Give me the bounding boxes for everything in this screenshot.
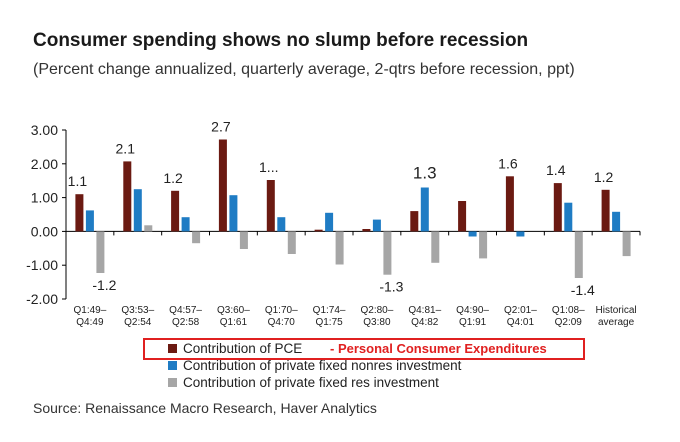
legend-item-res: Contribution of private fixed res invest…: [168, 375, 439, 390]
x-tick-label: Q4:90–: [456, 305, 489, 316]
x-tick-label: Q4:57–: [169, 305, 202, 316]
data-label: 1.1: [68, 173, 88, 189]
chart-title: Consumer spending shows no slump before …: [33, 30, 529, 51]
x-tick-label: Q2:58: [172, 317, 200, 328]
bar-pce: [410, 211, 419, 232]
y-tick-label: -2.00: [26, 291, 58, 307]
bar-nonres: [325, 212, 334, 232]
legend-label-res: Contribution of private fixed res invest…: [183, 375, 439, 390]
x-tick-label: Q4:81–: [408, 305, 441, 316]
bar-pce: [218, 139, 227, 232]
x-tick-label: Q2:09: [555, 317, 583, 328]
x-tick-label: Q4:82: [411, 317, 439, 328]
legend-item-pce: Contribution of PCE: [168, 341, 302, 356]
y-tick-label: 2.00: [31, 156, 58, 172]
bar-nonres: [85, 210, 94, 232]
data-label: 2.1: [116, 140, 136, 156]
legend-swatch-nonres: [168, 361, 177, 370]
x-tick-label: Q1:91: [459, 317, 487, 328]
pce-highlight-box: [143, 338, 585, 360]
pce-callout-text: - Personal Consumer Expenditures: [330, 341, 547, 356]
bar-pce: [75, 194, 84, 232]
bar-res: [144, 225, 153, 232]
bar-nonres: [372, 219, 381, 232]
bar-pce: [266, 180, 275, 232]
bar-res: [383, 231, 392, 275]
x-tick-label: Q3:80: [363, 317, 391, 328]
bar-res: [192, 231, 201, 244]
bar-nonres: [133, 189, 142, 232]
legend-label-pce: Contribution of PCE: [183, 341, 303, 356]
x-tick-label: Q1:49–: [74, 305, 107, 316]
x-tick-label: Q1:75: [315, 317, 343, 328]
bar-pce: [362, 229, 371, 232]
y-tick-label: 1.00: [31, 190, 58, 206]
data-label: 1.3: [413, 163, 437, 182]
x-tick-label: average: [598, 317, 635, 328]
data-label: 1.2: [163, 170, 183, 186]
bar-nonres: [181, 217, 190, 232]
bar-pce: [553, 183, 562, 232]
x-tick-label: Q2:80–: [361, 305, 394, 316]
x-tick-label: Q1:74–: [313, 305, 346, 316]
data-label: 1...: [259, 159, 278, 175]
x-tick-label: Q4:49: [76, 317, 104, 328]
bar-res: [96, 231, 105, 273]
source-note: Source: Renaissance Macro Research, Have…: [33, 400, 377, 416]
x-tick-label: Historical: [596, 305, 637, 316]
x-tick-label: Q4:70: [268, 317, 296, 328]
bar-pce: [505, 176, 514, 232]
bar-res: [431, 231, 440, 263]
bar-res: [622, 231, 631, 257]
bar-res: [287, 231, 296, 254]
bar-res: [239, 231, 248, 249]
x-tick-label: Q3:53–: [121, 305, 154, 316]
chart-subtitle: (Percent change annualized, quarterly av…: [33, 61, 575, 78]
bar-nonres: [468, 231, 477, 237]
bar-pce: [458, 201, 467, 232]
bar-res: [574, 231, 583, 278]
bar-nonres: [564, 202, 573, 232]
data-label: 1.6: [498, 155, 518, 171]
x-tick-label: Q2:01–: [504, 305, 537, 316]
data-label: -1.2: [92, 277, 116, 293]
x-tick-label: Q1:70–: [265, 305, 298, 316]
bar-nonres: [229, 195, 238, 232]
bar-pce: [123, 161, 132, 232]
data-label: 1.4: [546, 162, 566, 178]
legend-swatch-res: [168, 378, 177, 387]
bar-pce: [601, 189, 610, 232]
data-label: -1.4: [571, 282, 595, 298]
bar-nonres: [516, 231, 525, 237]
x-tick-label: Q1:08–: [552, 305, 585, 316]
data-label: 2.7: [211, 118, 231, 134]
bar-nonres: [612, 211, 621, 232]
x-tick-label: Q1:61: [220, 317, 248, 328]
legend-item-nonres: Contribution of private fixed nonres inv…: [168, 358, 461, 373]
y-tick-label: 3.00: [31, 122, 58, 138]
bar-res: [479, 231, 488, 259]
x-tick-label: Q3:60–: [217, 305, 250, 316]
y-tick-label: -1.00: [26, 257, 58, 273]
legend-swatch-pce: [168, 344, 177, 353]
bar-pce: [314, 229, 323, 232]
bar-nonres: [420, 187, 429, 232]
legend-label-nonres: Contribution of private fixed nonres inv…: [183, 358, 462, 373]
x-tick-label: Q4:01: [507, 317, 535, 328]
bar-pce: [171, 190, 180, 232]
data-label: -1.3: [379, 279, 403, 295]
bar-nonres: [277, 217, 286, 232]
bar-res: [335, 231, 344, 265]
data-label: 1.2: [594, 169, 614, 185]
x-tick-label: Q2:54: [124, 317, 152, 328]
y-tick-label: 0.00: [31, 223, 58, 239]
